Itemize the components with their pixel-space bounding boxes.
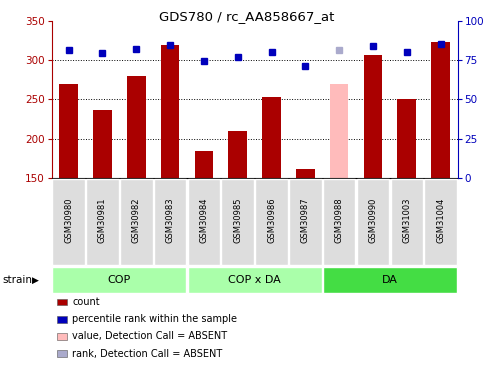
Text: percentile rank within the sample: percentile rank within the sample xyxy=(72,314,238,324)
Bar xyxy=(390,179,423,266)
Bar xyxy=(188,267,321,293)
Text: COP x DA: COP x DA xyxy=(228,275,281,285)
Text: GSM30980: GSM30980 xyxy=(64,198,73,243)
Bar xyxy=(228,131,247,178)
Text: GSM30983: GSM30983 xyxy=(166,198,175,243)
Bar xyxy=(424,179,457,266)
Bar xyxy=(330,84,349,178)
Bar xyxy=(289,179,321,266)
Bar xyxy=(431,42,450,178)
Bar xyxy=(357,179,389,266)
Bar xyxy=(120,179,152,266)
Text: value, Detection Call = ABSENT: value, Detection Call = ABSENT xyxy=(72,332,228,341)
Text: count: count xyxy=(72,297,100,307)
Text: GDS780 / rc_AA858667_at: GDS780 / rc_AA858667_at xyxy=(159,10,334,24)
Text: GSM31003: GSM31003 xyxy=(402,198,411,243)
Text: strain: strain xyxy=(2,275,33,285)
Bar xyxy=(221,179,254,266)
Bar xyxy=(86,179,119,266)
Text: COP: COP xyxy=(108,275,131,285)
Text: GSM30981: GSM30981 xyxy=(98,198,107,243)
Bar xyxy=(397,99,416,178)
Text: rank, Detection Call = ABSENT: rank, Detection Call = ABSENT xyxy=(72,349,223,358)
Bar xyxy=(154,179,186,266)
Text: GSM31004: GSM31004 xyxy=(436,198,445,243)
Bar xyxy=(323,179,355,266)
Bar xyxy=(296,169,315,178)
Text: DA: DA xyxy=(382,275,398,285)
Bar xyxy=(255,179,288,266)
Text: GSM30984: GSM30984 xyxy=(199,198,209,243)
Text: GSM30985: GSM30985 xyxy=(233,198,242,243)
Bar xyxy=(52,179,85,266)
Bar xyxy=(161,45,179,178)
Text: GSM30988: GSM30988 xyxy=(335,198,344,243)
Bar xyxy=(52,267,186,293)
Bar xyxy=(127,76,145,178)
Text: ▶: ▶ xyxy=(32,276,39,285)
Text: GSM30986: GSM30986 xyxy=(267,198,276,243)
Bar xyxy=(323,267,457,293)
Text: GSM30990: GSM30990 xyxy=(368,198,378,243)
Bar xyxy=(93,110,112,178)
Bar xyxy=(195,152,213,178)
Bar xyxy=(364,55,382,178)
Bar xyxy=(59,84,78,178)
Text: GSM30982: GSM30982 xyxy=(132,198,141,243)
Bar xyxy=(262,97,281,178)
Bar xyxy=(188,179,220,266)
Text: GSM30987: GSM30987 xyxy=(301,198,310,243)
